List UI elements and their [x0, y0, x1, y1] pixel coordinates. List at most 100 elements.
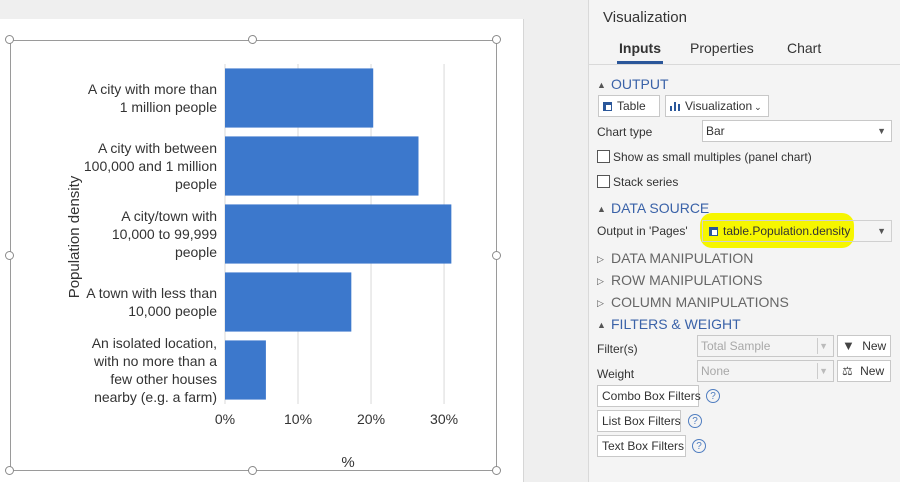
section-data-source-label: DATA SOURCE: [611, 200, 710, 216]
new-filter-label: New: [862, 339, 887, 353]
funnel-icon: ▼: [842, 338, 855, 353]
collapsed-triangle-icon: ▷: [597, 276, 604, 286]
section-output-label: OUTPUT: [611, 76, 669, 92]
section-data-source[interactable]: ▲ DATA SOURCE: [597, 200, 709, 216]
x-tick-label: 0%: [215, 411, 235, 427]
dropdown-caret-icon: ▼: [877, 226, 886, 236]
dropdown-caret-icon: ▼: [819, 366, 828, 376]
category-label-line: with no more than a: [93, 353, 217, 369]
category-label: A town with less than 10,000 people: [86, 285, 217, 319]
section-filters-weight-label: FILTERS & WEIGHT: [611, 316, 741, 332]
panel-divider: [589, 64, 900, 65]
chevron-down-icon: ⌄: [754, 102, 762, 112]
category-label-line: A city with more than: [88, 81, 217, 97]
category-label: A city/town with 10,000 to 99,999 people: [112, 208, 217, 260]
category-label: A city with between 100,000 and 1 million…: [84, 140, 217, 192]
select-separator: [817, 338, 818, 354]
list-box-filters-button[interactable]: List Box Filters: [597, 410, 681, 432]
section-row-manipulations-label: ROW MANIPULATIONS: [611, 272, 763, 288]
filters-value: Total Sample: [701, 339, 771, 353]
section-column-manipulations-label: COLUMN MANIPULATIONS: [611, 294, 789, 310]
category-label-line: A town with less than: [86, 285, 217, 301]
list-box-filters-label: List Box Filters: [602, 414, 681, 428]
text-box-filters-button[interactable]: Text Box Filters: [597, 435, 686, 457]
resize-handle-top-center[interactable]: [248, 35, 257, 44]
category-label-line: An isolated location,: [92, 335, 217, 351]
text-box-help-icon[interactable]: ?: [692, 439, 706, 453]
expanded-triangle-icon: ▲: [597, 204, 606, 214]
category-label-line: 10,000 to 99,999: [112, 226, 217, 242]
category-label-line: nearby (e.g. a farm): [94, 389, 217, 405]
scale-icon: ⚖: [842, 364, 853, 378]
resize-handle-bottom-right[interactable]: [492, 466, 501, 475]
section-data-manipulation-label: DATA MANIPULATION: [611, 250, 754, 266]
chart-type-label: Chart type: [597, 125, 653, 139]
resize-handle-bottom-center[interactable]: [248, 466, 257, 475]
section-filters-weight[interactable]: ▲ FILTERS & WEIGHT: [597, 316, 741, 332]
table-button[interactable]: Table: [598, 95, 660, 117]
output-in-pages-select[interactable]: table.Population.density ▼: [702, 220, 892, 242]
dropdown-caret-icon: ▼: [819, 341, 828, 351]
bar[interactable]: [225, 204, 452, 264]
bar[interactable]: [225, 340, 266, 400]
checkbox-icon: [597, 150, 610, 163]
small-multiples-checkbox[interactable]: Show as small multiples (panel chart): [597, 150, 812, 164]
output-in-pages-label: Output in 'Pages': [597, 224, 688, 238]
chart-type-select[interactable]: Bar ▼: [702, 120, 892, 142]
category-label-line: 100,000 and 1 million: [84, 158, 217, 174]
panel-tabs: Inputs Properties Chart: [589, 38, 900, 64]
tab-inputs[interactable]: Inputs: [619, 40, 661, 56]
panel-title: Visualization: [603, 9, 687, 26]
bar-chart[interactable]: A city with more than 1 million people A c…: [0, 0, 588, 482]
category-label-line: A city/town with: [121, 208, 217, 224]
stack-series-label: Stack series: [613, 175, 679, 189]
y-axis-title: Population density: [66, 175, 83, 298]
weight-value: None: [701, 364, 730, 378]
filters-select[interactable]: Total Sample ▼: [697, 335, 834, 357]
x-tick-label: 30%: [430, 411, 458, 427]
visualization-menu-button[interactable]: Visualization ⌄: [665, 95, 769, 117]
resize-handle-middle-left[interactable]: [5, 251, 14, 260]
yellow-highlight-marker: [700, 213, 854, 248]
checkbox-icon: [597, 175, 610, 188]
new-weight-label: New: [860, 364, 885, 378]
output-in-pages-value: table.Population.density: [723, 224, 851, 238]
combo-box-help-icon[interactable]: ?: [706, 389, 720, 403]
weight-select[interactable]: None ▼: [697, 360, 834, 382]
bar[interactable]: [225, 136, 419, 196]
category-label-line: few other houses: [110, 371, 217, 387]
combo-box-filters-label: Combo Box Filters: [602, 389, 701, 403]
x-axis-title: %: [341, 454, 354, 471]
category-label-line: people: [175, 244, 217, 260]
weight-label: Weight: [597, 367, 635, 381]
category-label: An isolated location, with no more than a…: [92, 335, 218, 405]
section-data-manipulation[interactable]: ▷ DATA MANIPULATION: [597, 250, 753, 266]
combo-box-filters-button[interactable]: Combo Box Filters: [597, 385, 701, 407]
list-box-help-icon[interactable]: ?: [688, 414, 702, 428]
x-tick-label: 20%: [357, 411, 385, 427]
tab-chart[interactable]: Chart: [787, 40, 822, 56]
category-label-line: people: [175, 176, 217, 192]
category-label-line: 1 million people: [120, 99, 217, 115]
filters-label: Filter(s): [597, 342, 638, 356]
category-label-line: 10,000 people: [128, 303, 217, 319]
expanded-triangle-icon: ▲: [597, 320, 606, 330]
bar[interactable]: [225, 272, 352, 332]
resize-handle-middle-right[interactable]: [492, 251, 501, 260]
table-icon: [709, 227, 718, 236]
small-multiples-label: Show as small multiples (panel chart): [613, 150, 812, 164]
resize-handle-top-right[interactable]: [492, 35, 501, 44]
new-weight-button[interactable]: ⚖ New: [837, 360, 891, 382]
stack-series-checkbox[interactable]: Stack series: [597, 175, 678, 189]
new-filter-button[interactable]: ▼ New: [837, 335, 891, 357]
bar-chart-icon: [670, 101, 680, 111]
tab-properties[interactable]: Properties: [690, 40, 754, 56]
table-button-label: Table: [617, 99, 646, 113]
section-output[interactable]: ▲ OUTPUT: [597, 76, 669, 92]
resize-handle-bottom-left[interactable]: [5, 466, 14, 475]
section-row-manipulations[interactable]: ▷ ROW MANIPULATIONS: [597, 272, 762, 288]
bar[interactable]: [225, 68, 374, 128]
resize-handle-top-left[interactable]: [5, 35, 14, 44]
visualization-button-label: Visualization: [685, 99, 753, 113]
section-column-manipulations[interactable]: ▷ COLUMN MANIPULATIONS: [597, 294, 789, 310]
